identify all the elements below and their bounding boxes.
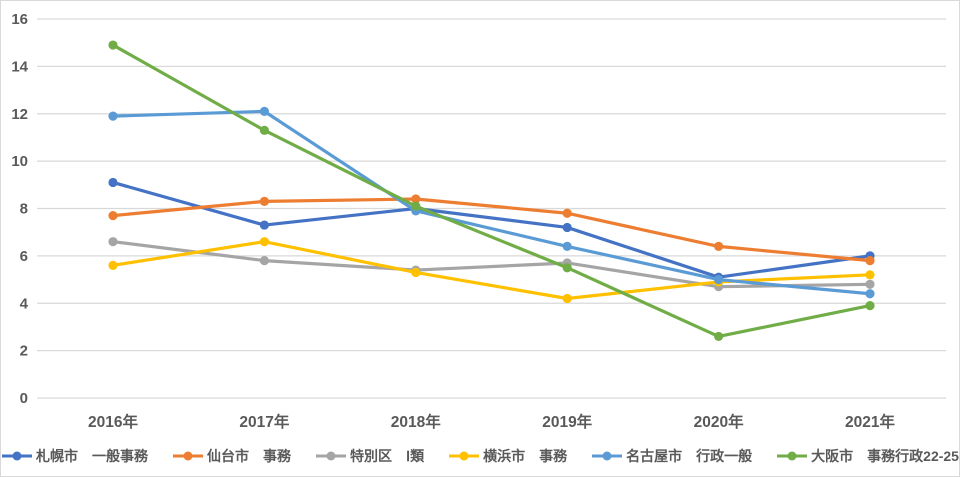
series-marker-1	[411, 194, 421, 204]
series-marker-5	[865, 301, 875, 311]
legend-item-1: 仙台市 事務	[172, 446, 291, 466]
legend-label: 特別区 Ⅰ類	[350, 448, 425, 464]
series-marker-4	[714, 274, 724, 285]
series-marker-4	[562, 241, 572, 251]
legend-line-marker-icon	[777, 451, 808, 461]
legend-item-4: 名古屋市 行政一般	[591, 446, 752, 466]
legend-label: 札幌市 一般事務	[36, 448, 149, 464]
x-axis-tick-label: 2017年	[239, 412, 289, 431]
legend-item-5: 大阪市 事務行政22-25	[776, 446, 959, 466]
legend-item-2: 特別区 Ⅰ類	[315, 446, 424, 466]
legend-label: 仙台市 事務	[207, 448, 292, 464]
series-line-4	[111, 109, 872, 296]
x-axis-tick-label: 2019年	[542, 412, 592, 431]
series-line-1	[111, 197, 872, 263]
series-marker-3	[865, 270, 875, 280]
series-marker-5	[562, 263, 572, 273]
series-marker-3	[108, 260, 118, 270]
series-marker-5	[714, 331, 724, 342]
series-marker-3	[259, 237, 269, 247]
series-marker-5	[259, 125, 269, 135]
legend-label: 大阪市 事務行政22-25	[811, 448, 959, 464]
legend-item-0: 札幌市 一般事務	[1, 446, 148, 466]
series-marker-1	[714, 241, 724, 251]
y-axis-tick-label: 10	[11, 153, 28, 170]
x-axis-tick-label: 2021年	[845, 412, 895, 431]
chart-legend: 札幌市 一般事務 仙台市 事務 特別区 Ⅰ類 横浜市 事務 名古屋市 行政一般 大阪市 事…	[1, 443, 959, 469]
series-marker-2	[108, 237, 118, 247]
series-line-0	[111, 180, 872, 279]
series-marker-4	[259, 106, 269, 116]
x-axis-tick-label: 2020年	[694, 412, 744, 431]
y-axis-tick-label: 0	[20, 390, 28, 407]
y-axis-tick-label: 14	[11, 58, 28, 75]
series-marker-0	[562, 222, 572, 233]
series-marker-5	[108, 40, 118, 50]
series-line-2	[111, 240, 872, 289]
y-axis-tick-label: 2	[20, 343, 28, 360]
series-marker-1	[108, 211, 118, 221]
y-axis-tick-label: 4	[20, 295, 29, 312]
legend-line-marker-icon	[592, 451, 623, 461]
legend-label: 横浜市 事務	[483, 448, 568, 464]
series-marker-3	[562, 293, 572, 304]
legend-item-3: 横浜市 事務	[448, 446, 567, 466]
y-axis-tick-label: 8	[20, 201, 28, 218]
series-marker-5	[411, 201, 421, 211]
series-marker-2	[259, 256, 269, 266]
series-marker-4	[865, 289, 875, 299]
y-axis-tick-label: 16	[11, 11, 28, 28]
legend-line-marker-icon	[2, 451, 33, 461]
series-marker-2	[865, 279, 875, 289]
series-marker-1	[865, 256, 875, 266]
series-marker-3	[411, 267, 421, 278]
series-line-5	[111, 43, 872, 339]
x-axis-tick-label: 2018年	[391, 412, 441, 431]
y-axis-tick-label: 6	[20, 248, 28, 265]
y-axis-tick-label: 12	[11, 106, 28, 123]
series-marker-1	[562, 208, 572, 218]
legend-line-marker-icon	[316, 451, 347, 461]
series-marker-4	[108, 111, 118, 121]
x-axis-tick-label: 2016年	[88, 412, 138, 431]
series-marker-0	[108, 177, 118, 188]
legend-label: 名古屋市 行政一般	[626, 448, 753, 464]
series-marker-1	[259, 196, 269, 206]
series-marker-0	[259, 220, 269, 230]
legend-line-marker-icon	[449, 451, 480, 461]
legend-line-marker-icon	[173, 451, 204, 461]
